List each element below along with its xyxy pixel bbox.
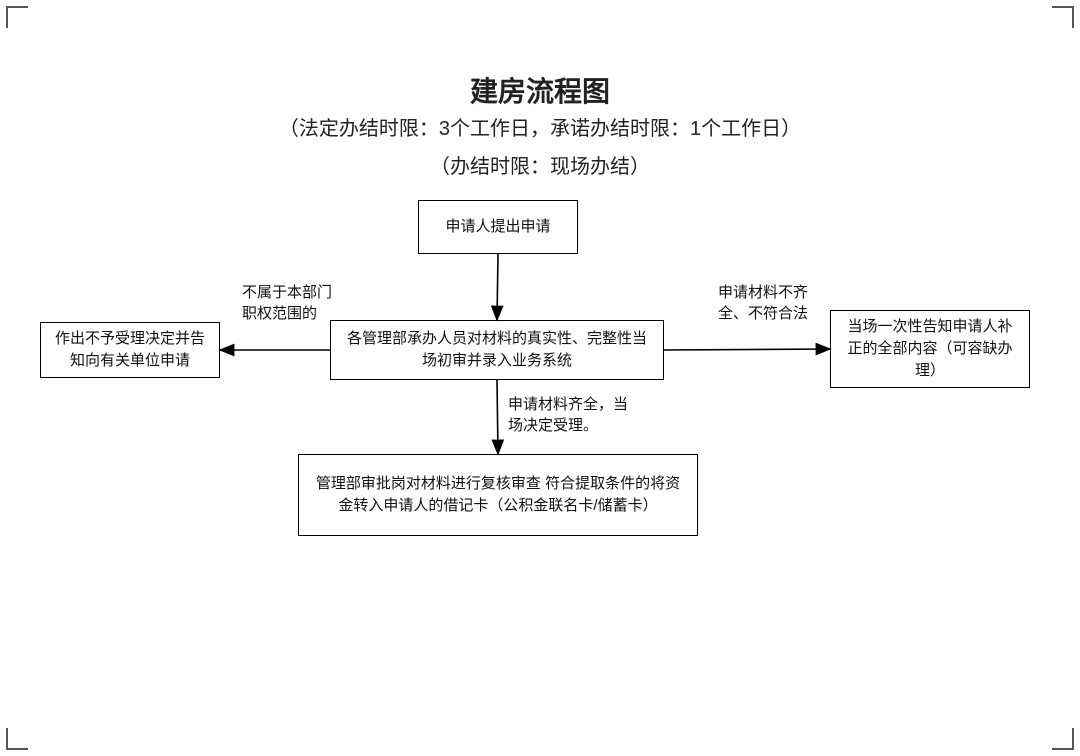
crop-mark-bl [6,728,28,750]
title-sub1: （法定办结时限：3个工作日，承诺办结时限：1个工作日） [0,112,1080,141]
edge-label-down: 申请材料齐全，当场决定受理。 [508,394,638,436]
node-start: 申请人提出申请 [418,200,578,254]
title-main: 建房流程图 [0,70,1080,110]
crop-mark-tr [1052,6,1074,28]
node-reject-label: 作出不予受理决定并告知向有关单位申请 [51,328,209,372]
title-sub2: （办结时限：现场办结） [0,150,1080,179]
node-review: 各管理部承办人员对材料的真实性、完整性当场初审并录入业务系统 [330,320,664,380]
node-reject: 作出不予受理决定并告知向有关单位申请 [40,322,220,378]
node-final-label: 管理部审批岗对材料进行复核审查 符合提取条件的将资金转入申请人的借记卡（公积金联… [309,473,687,517]
edge-label-right: 申请材料不齐全、不符合法 [718,282,828,324]
node-start-label: 申请人提出申请 [445,216,550,238]
crop-mark-br [1052,728,1074,750]
node-incomplete: 当场一次性告知申请人补正的全部内容（可容缺办理） [830,310,1030,388]
edge-label-left: 不属于本部门职权范围的 [242,282,332,324]
node-final: 管理部审批岗对材料进行复核审查 符合提取条件的将资金转入申请人的借记卡（公积金联… [298,454,698,536]
node-incomplete-label: 当场一次性告知申请人补正的全部内容（可容缺办理） [841,316,1019,381]
crop-mark-tl [6,6,28,28]
node-review-label: 各管理部承办人员对材料的真实性、完整性当场初审并录入业务系统 [341,328,653,372]
